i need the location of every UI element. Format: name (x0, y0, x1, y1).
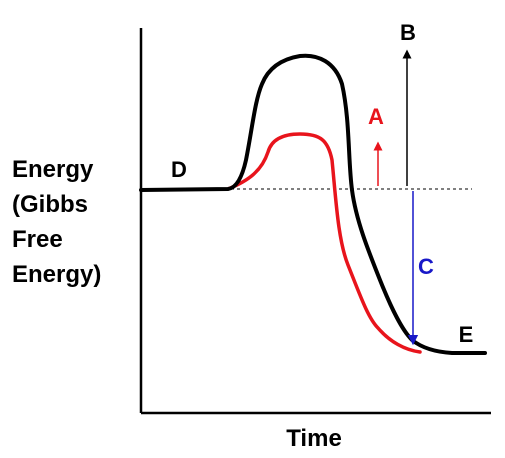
y-axis-label-line-3: Free (12, 226, 63, 253)
x-axis-label: Time (286, 425, 342, 452)
label-e: E (459, 322, 474, 347)
y-axis-label: Energy (Gibbs Free Energy) (12, 156, 101, 288)
y-axis-label-line-1: Energy (12, 156, 94, 183)
label-d: D (171, 157, 187, 182)
label-b: B (400, 20, 416, 45)
catalyzed-reaction-curve (226, 132, 422, 354)
label-a: A (368, 104, 384, 129)
y-axis-label-line-2: (Gibbs (12, 191, 88, 218)
y-axis-label-line-4: Energy) (12, 261, 101, 288)
label-c: C (418, 254, 434, 279)
uncatalyzed-reaction-curve (139, 53, 487, 355)
